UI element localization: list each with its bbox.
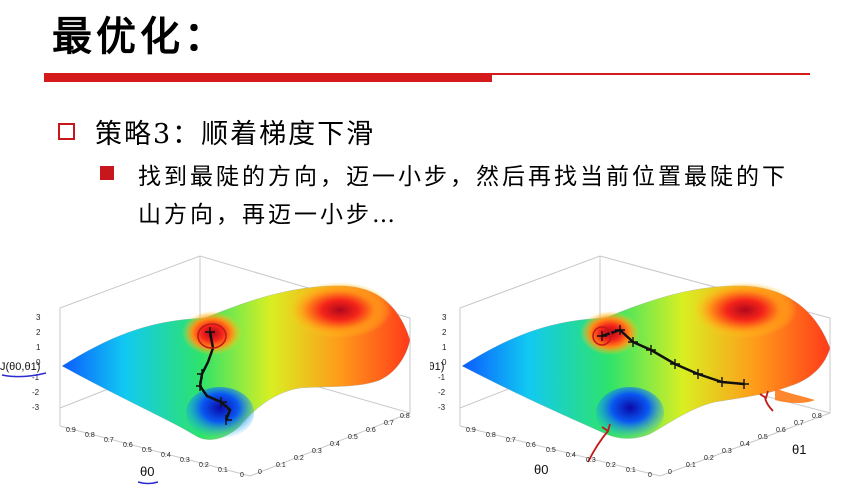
x-tick: 0.2 — [606, 462, 616, 469]
x-tick: 0.6 — [526, 442, 536, 449]
y-axis-ticks: 0 0.1 0.2 0.3 0.4 0.5 0.6 0.7 0.8 — [668, 413, 822, 476]
z-label-underline — [1, 372, 47, 378]
y-tick: 0.5 — [758, 434, 768, 441]
y-tick: 0.4 — [740, 441, 750, 448]
bullet-level2-text: 找到最陡的方向，迈一小步，然后再找当前位置最陡的下山方向，再迈一小步… — [138, 164, 788, 228]
right-surface-plot: 3 2 1 0 -1 -2 -3 0.9 0.8 0.7 0.6 0.5 0.4… — [430, 255, 831, 479]
z-tick: 2 — [442, 328, 447, 337]
x-tick: 0.1 — [218, 467, 228, 474]
y-tick: 0.7 — [794, 420, 804, 427]
bullet-level2: 找到最陡的方向，迈一小步，然后再找当前位置最陡的下山方向，再迈一小步… — [100, 158, 798, 234]
z-axis-label: J(θ0,θ1) — [430, 361, 444, 373]
x-tick: 0.5 — [142, 447, 152, 454]
y-tick: 0.5 — [348, 434, 358, 441]
z-tick: -3 — [438, 403, 446, 412]
x-axis-label: θ0 — [140, 464, 154, 479]
bullet-level1: 策略3：顺着梯度下滑 — [58, 112, 375, 151]
title-rule-thick — [44, 73, 492, 82]
x-tick: 0.8 — [486, 432, 496, 439]
y-tick: 0.4 — [330, 441, 340, 448]
y-tick: 0 — [668, 469, 672, 476]
z-tick: -1 — [32, 373, 40, 382]
hollow-square-bullet-icon — [58, 123, 75, 140]
y-tick: 0.2 — [704, 455, 714, 462]
y-tick: 0.1 — [686, 462, 696, 469]
x-tick: 0.4 — [566, 452, 576, 459]
y-tick: 0.8 — [812, 413, 822, 420]
x-tick: 0.6 — [123, 442, 133, 449]
x-axis-ticks: 0.9 0.8 0.7 0.6 0.5 0.4 0.3 0.2 0.1 0 — [66, 427, 244, 479]
bullet-level1-text: 策略3：顺着梯度下滑 — [95, 119, 376, 150]
descent-path — [196, 323, 232, 425]
z-tick: 1 — [442, 343, 447, 352]
z-tick: 0 — [36, 358, 41, 367]
x-tick: 0.7 — [506, 437, 516, 444]
x-tick: 0 — [240, 472, 244, 479]
y-tick: 0.3 — [312, 448, 322, 455]
x-tick: 0.9 — [466, 427, 476, 434]
z-tick: -1 — [438, 373, 446, 382]
x-tick: 0.1 — [626, 467, 636, 474]
left-surface-plot: 3 2 1 0 -1 -2 -3 0.9 0.8 0.7 0.6 0.5 0.4… — [0, 255, 411, 485]
z-tick: 3 — [442, 313, 447, 322]
x-axis-label: θ0 — [534, 462, 548, 477]
x-tick: 0.8 — [85, 432, 95, 439]
z-tick: 2 — [36, 328, 41, 337]
y-tick: 0.3 — [722, 448, 732, 455]
plot-box — [459, 255, 831, 477]
z-tick: 0 — [442, 358, 447, 367]
z-axis-ticks: 3 2 1 0 -1 -2 -3 — [32, 313, 41, 412]
slide-title: 最优化： — [52, 13, 228, 60]
y-tick: 0.2 — [294, 455, 304, 462]
x-tick: 0.9 — [66, 427, 76, 434]
x-label-underline — [137, 481, 159, 485]
x-tick: 0.3 — [586, 457, 596, 464]
y-axis-label: θ1 — [792, 442, 806, 457]
y-tick: 0.6 — [366, 427, 376, 434]
x-tick: 0 — [648, 472, 652, 479]
solid-square-bullet-icon — [100, 166, 114, 180]
x-tick: 0.7 — [104, 437, 114, 444]
x-tick: 0.4 — [161, 452, 171, 459]
y-tick: 0.7 — [384, 420, 394, 427]
descent-path — [587, 325, 774, 463]
z-tick: -2 — [32, 388, 40, 397]
x-axis-ticks: 0.9 0.8 0.7 0.6 0.5 0.4 0.3 0.2 0.1 0 — [466, 427, 652, 479]
z-tick: 1 — [36, 343, 41, 352]
y-tick: 0.8 — [400, 413, 410, 420]
y-tick: 0.1 — [276, 462, 286, 469]
y-axis-ticks: 0 0.1 0.2 0.3 0.4 0.5 0.6 0.7 0.8 — [258, 413, 410, 476]
z-axis-label: J(θ0,θ1) — [0, 361, 40, 373]
x-tick: 0.3 — [180, 457, 190, 464]
y-tick: 0 — [258, 469, 262, 476]
z-tick: -3 — [32, 403, 40, 412]
z-axis-ticks: 3 2 1 0 -1 -2 -3 — [438, 313, 447, 412]
surface — [61, 282, 411, 440]
z-tick: -2 — [438, 388, 446, 397]
x-tick: 0.2 — [199, 462, 209, 469]
surface — [461, 282, 831, 439]
z-tick: 3 — [36, 313, 41, 322]
y-tick: 0.6 — [776, 427, 786, 434]
x-tick: 0.5 — [546, 447, 556, 454]
